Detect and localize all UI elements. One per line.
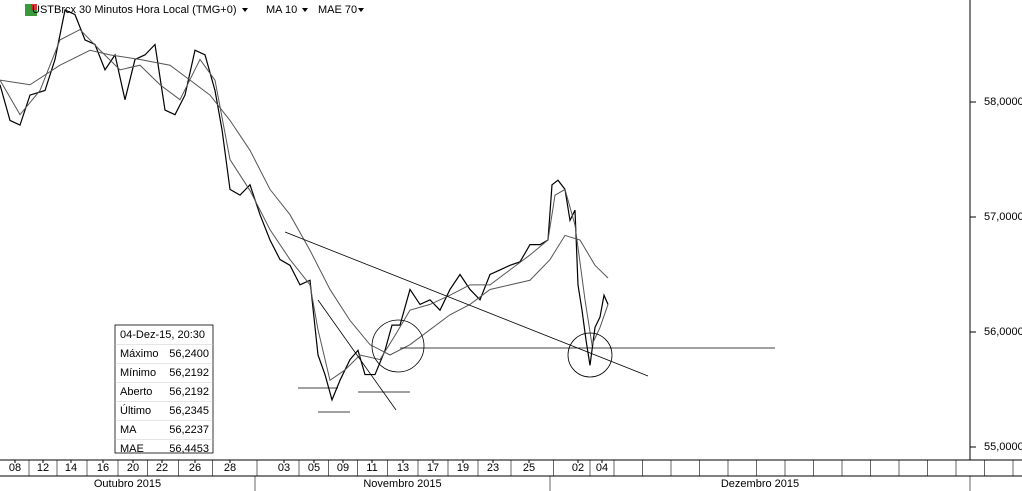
y-tick-label: 57,0000: [984, 211, 1022, 223]
x-tick-label: 20: [127, 462, 139, 474]
info-label: Último: [120, 404, 151, 417]
x-tick-label: 28: [224, 462, 236, 474]
y-tick-label: 58,0000: [984, 96, 1022, 108]
info-box: 04-Dez-15, 20:30 Máximo 56,2400 Mínimo 56,21…: [114, 324, 214, 455]
dropdown-arrow[interactable]: [358, 8, 364, 12]
x-tick-label: 12: [37, 462, 49, 474]
info-label: MAE: [120, 443, 144, 455]
x-tick-label: 09: [337, 462, 349, 474]
info-box-frame: [114, 324, 214, 454]
y-tick-label: 56,0000: [984, 326, 1022, 338]
series: [0, 9, 609, 402]
info-title: 04-Dez-15, 20:30: [120, 329, 205, 341]
x-tick-label: 08: [9, 462, 21, 474]
annotations: [284, 231, 775, 413]
x-tick-label: 17: [427, 462, 439, 474]
x-tick-label: 25: [523, 462, 535, 474]
x-tick-label: 14: [65, 462, 77, 474]
period-label: Outubro 2015: [94, 478, 161, 490]
info-value: 56,2192: [169, 367, 209, 379]
legend-entry[interactable]: MA 10: [266, 4, 297, 16]
x-tick-label: 16: [97, 462, 109, 474]
x-tick-label: 22: [156, 462, 168, 474]
dropdown-arrow[interactable]: [302, 8, 308, 12]
dropdown-arrow[interactable]: [242, 8, 248, 12]
x-tick-label: 04: [596, 462, 608, 474]
x-tick-label: 02: [572, 462, 584, 474]
highlight-circle: [567, 332, 613, 378]
period-label: Dezembro 2015: [721, 478, 799, 490]
info-value: 56,2400: [169, 348, 209, 360]
info-value: 56,2237: [169, 424, 209, 436]
info-value: 56,4453: [169, 443, 209, 455]
price-line: [0, 9, 609, 402]
trend-line: [284, 231, 649, 377]
x-tick-label: 23: [487, 462, 499, 474]
legend-entry[interactable]: MAE 70: [318, 4, 357, 16]
info-label: MA: [120, 424, 137, 436]
x-tick-label: 19: [457, 462, 469, 474]
info-value: 56,2345: [169, 405, 209, 417]
x-tick-label: 11: [366, 462, 377, 474]
period-label: Novembro 2015: [363, 478, 441, 490]
x-tick-label: 03: [278, 462, 290, 474]
chart-title: USTBrcx 30 Minutos Hora Local (TMG+0): [32, 4, 236, 16]
info-label: Mínimo: [120, 367, 156, 379]
info-label: Aberto: [120, 386, 152, 398]
symbol-icon: [31, 4, 37, 10]
header: USTBrcx 30 Minutos Hora Local (TMG+0) MA…: [25, 4, 364, 16]
info-label: Máximo: [120, 348, 159, 360]
x-tick-label: 13: [397, 462, 409, 474]
average-line: [0, 49, 609, 356]
x-tick-label: 26: [189, 462, 201, 474]
x-tick-label: 05: [308, 462, 320, 474]
info-value: 56,2192: [169, 386, 209, 398]
highlight-circle: [371, 319, 425, 373]
average-line: [0, 28, 609, 382]
y-tick-label: 55,0000: [984, 441, 1022, 453]
